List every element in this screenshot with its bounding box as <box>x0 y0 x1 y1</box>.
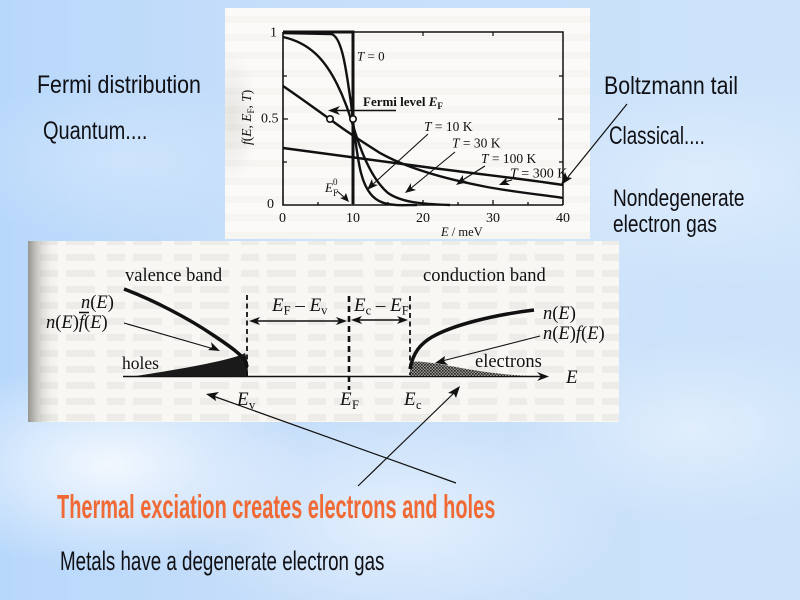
svg-text:E: E <box>236 389 249 410</box>
svg-text:20: 20 <box>416 211 430 226</box>
svg-text:n(E)f(E): n(E)f(E) <box>46 313 108 333</box>
svg-text:T = 0: T = 0 <box>357 49 385 64</box>
svg-text:n(E): n(E) <box>81 293 114 313</box>
svg-text:0: 0 <box>267 197 274 212</box>
svg-text:30: 30 <box>486 211 500 226</box>
svg-text:EF – Ev: EF – Ev <box>271 295 328 318</box>
svg-text:T = 300 K: T = 300 K <box>510 167 567 182</box>
svg-text:10: 10 <box>346 211 360 226</box>
svg-text:T = 10 K: T = 10 K <box>424 119 473 134</box>
svg-text:Ec – EF: Ec – EF <box>353 295 409 318</box>
svg-text:E: E <box>565 367 578 388</box>
svg-text:E: E <box>324 180 333 195</box>
svg-text:n(E)f(E): n(E)f(E) <box>543 324 605 344</box>
svg-text:electrons: electrons <box>475 352 542 372</box>
svg-text:holes: holes <box>122 353 159 373</box>
svg-text:E / meV: E / meV <box>440 225 483 239</box>
svg-text:F: F <box>333 188 338 198</box>
svg-text:conduction band: conduction band <box>423 266 547 286</box>
svg-text:T = 30 K: T = 30 K <box>452 136 501 151</box>
svg-text:E: E <box>339 389 352 410</box>
svg-text:T = 100 K: T = 100 K <box>481 151 537 166</box>
svg-text:valence band: valence band <box>125 266 223 286</box>
svg-text:n(E): n(E) <box>543 304 576 324</box>
svg-text:E: E <box>403 389 416 410</box>
svg-text:Fermi level EF: Fermi level EF <box>363 94 443 111</box>
svg-text:40: 40 <box>556 211 570 226</box>
svg-text:f(E, EF, T): f(E, EF, T) <box>239 90 256 145</box>
svg-text:c: c <box>416 398 422 412</box>
svg-text:1: 1 <box>270 26 277 41</box>
svg-text:v: v <box>249 398 256 412</box>
svg-text:0: 0 <box>279 211 286 226</box>
svg-text:F: F <box>352 398 359 412</box>
svg-text:0.5: 0.5 <box>261 112 279 127</box>
svg-text:0: 0 <box>333 177 338 187</box>
